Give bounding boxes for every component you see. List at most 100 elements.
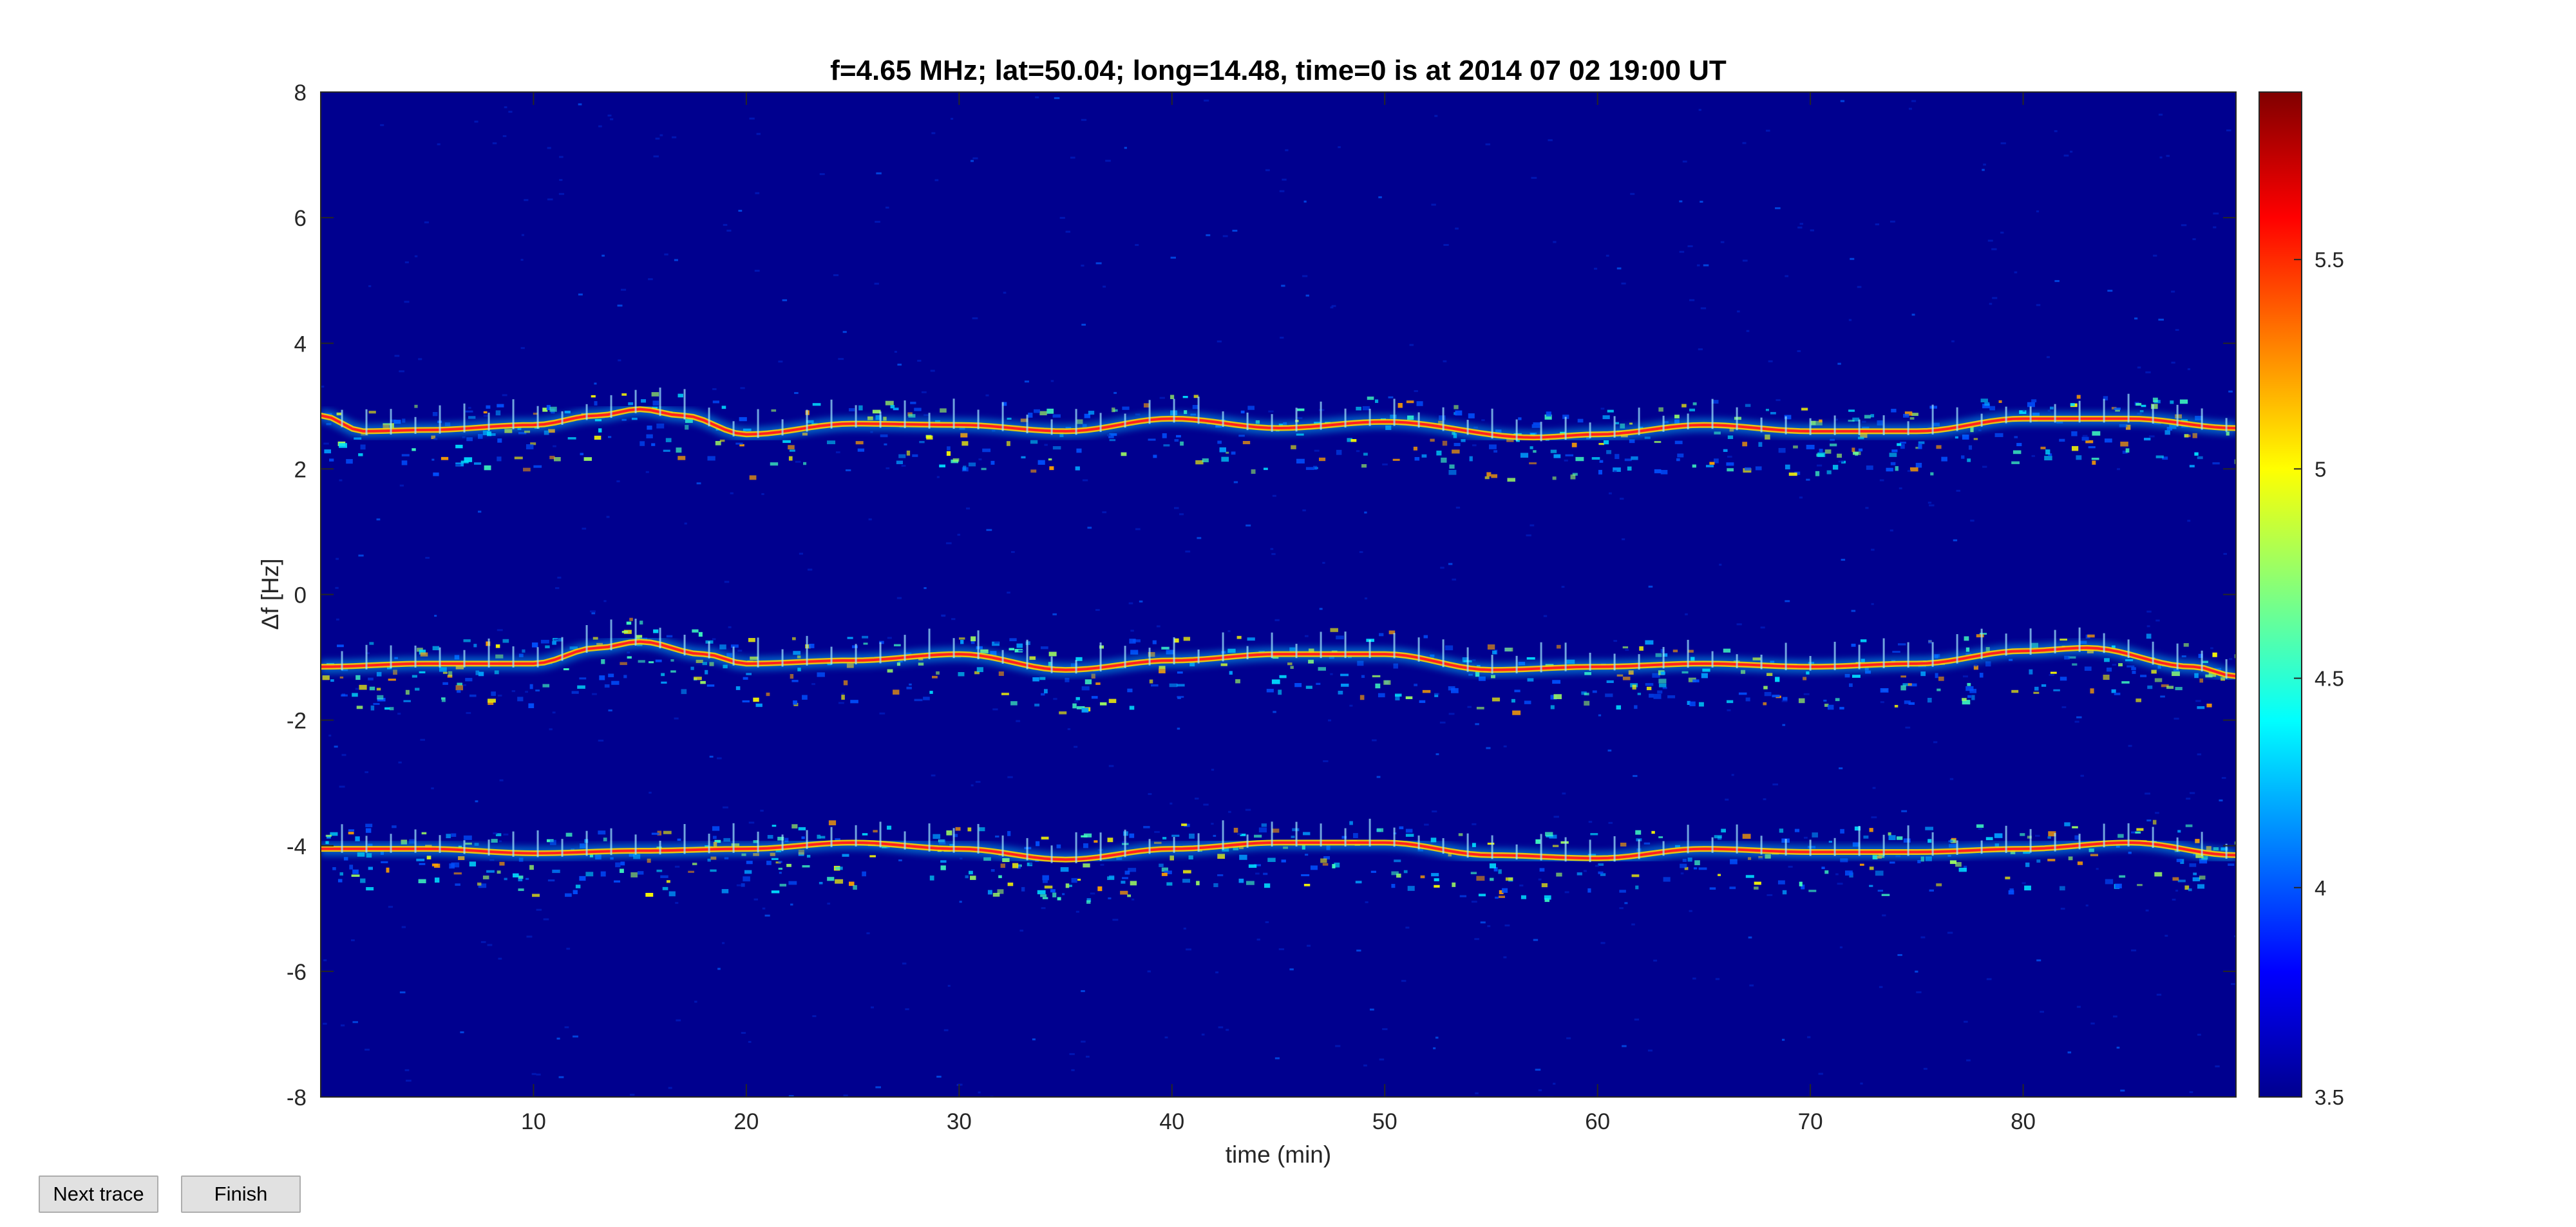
noise-speck: [1332, 864, 1336, 868]
noise-speck: [2141, 404, 2146, 407]
noise-speck: [1608, 492, 1612, 494]
noise-speck: [1221, 456, 1229, 462]
noise-speck: [1674, 440, 1683, 444]
noise-speck: [1059, 216, 1065, 219]
noise-speck: [573, 1035, 578, 1038]
noise-speck: [582, 527, 587, 530]
noise-speck: [446, 834, 451, 839]
noise-speck: [493, 832, 498, 835]
noise-speck: [1970, 520, 1975, 522]
noise-speck: [710, 856, 717, 860]
noise-speck: [1616, 705, 1622, 710]
noise-speck: [1153, 454, 1157, 458]
noise-speck: [358, 554, 364, 557]
noise-speck: [1318, 667, 1326, 671]
noise-speck: [1983, 164, 1986, 166]
noise-speck: [1349, 821, 1353, 825]
noise-speck: [621, 393, 627, 396]
noise-speck: [2029, 669, 2033, 675]
noise-speck: [838, 702, 844, 704]
noise-speck: [1217, 854, 1226, 859]
noise-speck: [1693, 867, 1698, 870]
noise-speck: [655, 659, 662, 662]
noise-speck: [1301, 874, 1310, 877]
noise-speck: [1550, 449, 1557, 453]
noise-speck: [1100, 863, 1104, 866]
noise-speck: [1782, 697, 1788, 701]
noise-speck: [1654, 440, 1662, 444]
noise-speck: [394, 355, 400, 357]
noise-speck: [943, 1029, 949, 1031]
noise-speck: [1591, 457, 1600, 460]
noise-speck: [406, 1080, 412, 1082]
noise-speck: [1929, 504, 1935, 507]
noise-speck: [1888, 832, 1891, 836]
noise-speck: [724, 581, 730, 583]
noise-speck: [1430, 838, 1437, 843]
noise-speck: [1772, 783, 1778, 786]
noise-speck: [1590, 833, 1598, 836]
noise-speck: [2199, 858, 2208, 864]
noise-speck: [875, 1086, 882, 1089]
noise-speck: [1598, 443, 1605, 445]
noise-speck: [2185, 824, 2193, 827]
noise-speck: [1544, 414, 1552, 420]
noise-speck: [1807, 1036, 1811, 1038]
noise-speck: [842, 331, 847, 333]
noise-speck: [1871, 816, 1877, 819]
noise-speck: [1698, 867, 1707, 870]
noise-speck: [946, 451, 951, 456]
noise-speck: [1448, 469, 1457, 475]
noise-speck: [923, 587, 927, 590]
noise-speck: [1108, 897, 1112, 899]
noise-speck: [1727, 455, 1732, 458]
noise-speck: [594, 435, 601, 440]
noise-speck: [473, 462, 482, 465]
noise-speck: [1166, 650, 1175, 655]
noise-speck: [1271, 679, 1280, 684]
noise-speck: [2103, 396, 2108, 401]
noise-speck: [1217, 874, 1224, 877]
noise-speck: [2228, 658, 2233, 660]
noise-speck: [778, 861, 782, 863]
noise-speck: [1166, 882, 1173, 886]
noise-speck: [401, 926, 406, 928]
noise-speck: [1440, 567, 1444, 569]
noise-speck: [1439, 721, 1446, 724]
noise-speck: [513, 873, 519, 877]
noise-speck: [1832, 465, 1839, 470]
finish-button[interactable]: Finish: [181, 1175, 301, 1213]
noise-speck: [645, 471, 649, 473]
noise-speck: [791, 637, 796, 641]
noise-speck: [1084, 413, 1090, 418]
noise-speck: [1620, 842, 1627, 847]
noise-speck: [812, 403, 821, 406]
noise-speck: [1564, 459, 1568, 462]
noise-speck: [571, 691, 579, 694]
noise-speck: [2197, 1033, 2201, 1036]
noise-speck: [2080, 774, 2084, 777]
noise-speck: [936, 1076, 942, 1078]
noise-speck: [963, 465, 967, 471]
next-trace-button[interactable]: Next trace: [39, 1175, 158, 1213]
noise-speck: [352, 693, 358, 697]
noise-speck: [1635, 830, 1642, 835]
noise-speck: [741, 1032, 746, 1035]
noise-speck: [2067, 1051, 2072, 1054]
noise-speck: [887, 637, 892, 639]
noise-speck: [933, 834, 941, 839]
noise-speck: [1962, 675, 1968, 678]
noise-speck: [2048, 453, 2052, 456]
noise-speck: [607, 114, 612, 117]
noise-speck: [2131, 949, 2137, 951]
noise-speck: [1424, 823, 1429, 826]
chart-title: f=4.65 MHz; lat=50.04; long=14.48, time=…: [830, 55, 1727, 86]
noise-speck: [1331, 304, 1336, 307]
noise-speck: [1631, 874, 1640, 877]
noise-speck: [1607, 749, 1612, 752]
noise-speck: [1598, 871, 1604, 874]
noise-speck: [906, 686, 912, 689]
noise-speck: [578, 293, 583, 295]
noise-speck: [566, 948, 571, 950]
